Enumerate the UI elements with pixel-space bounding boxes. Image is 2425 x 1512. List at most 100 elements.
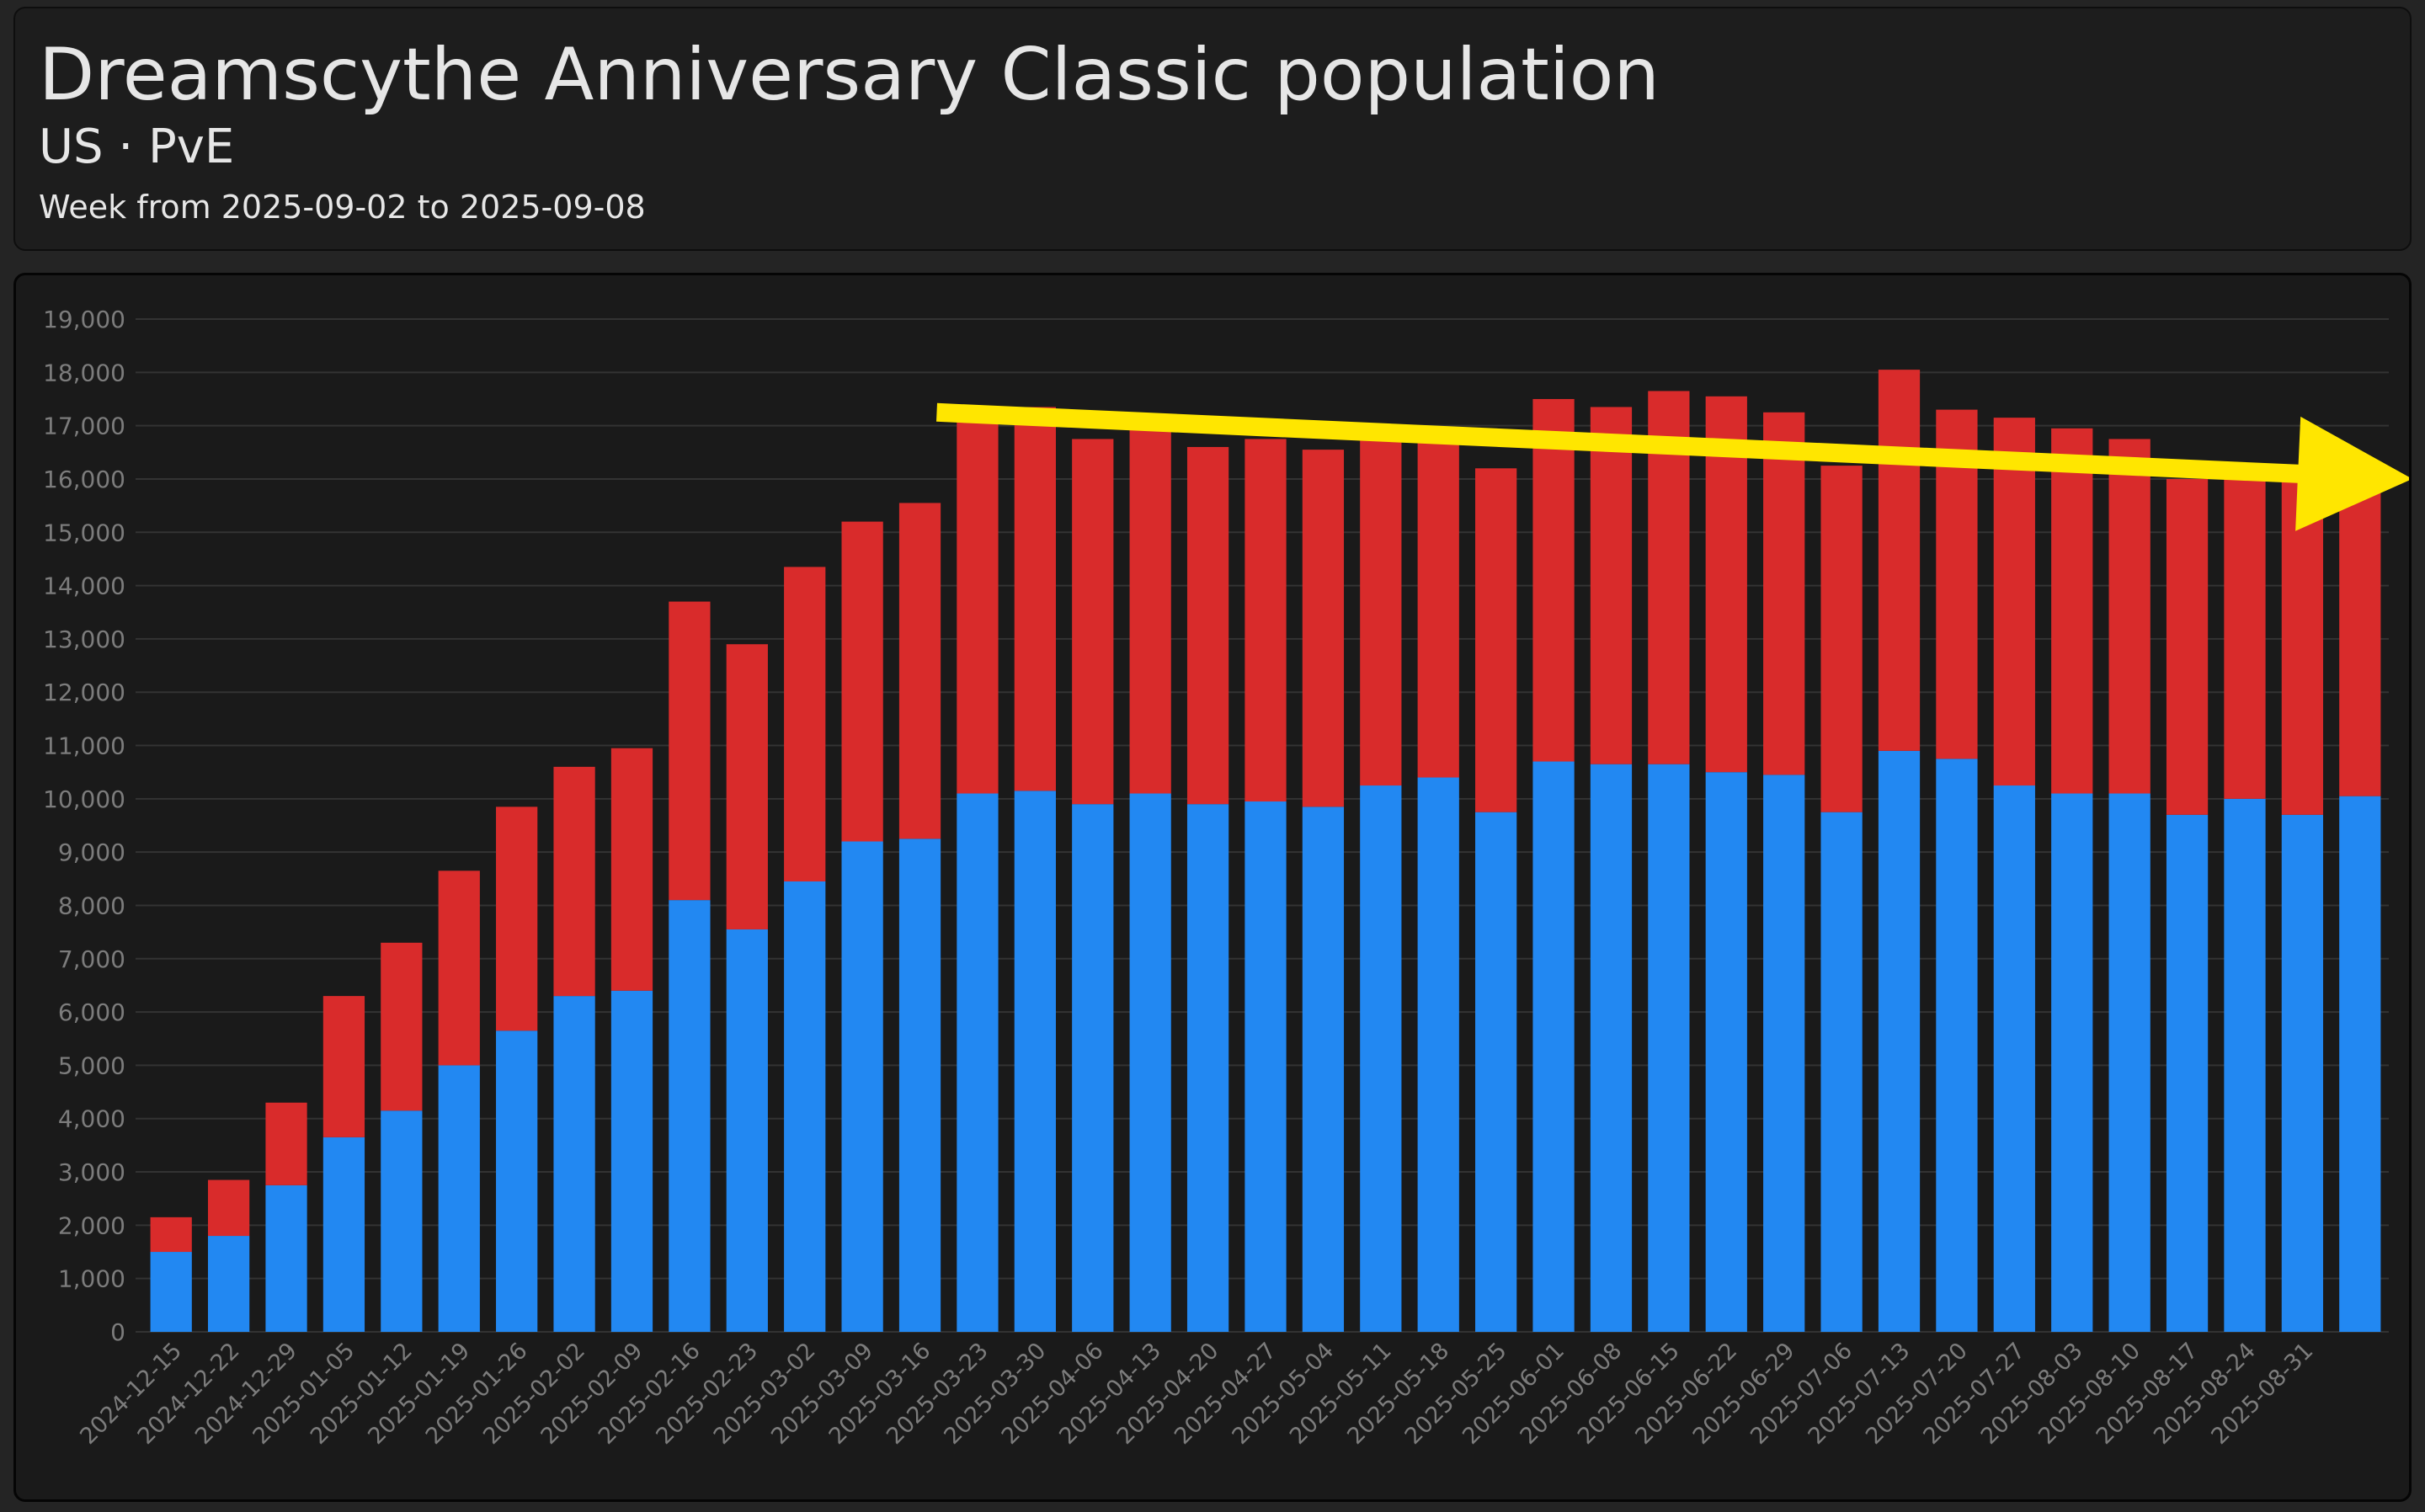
bar-blue-segment xyxy=(898,839,941,1332)
y-tick-label: 3,000 xyxy=(58,1158,125,1186)
bar-blue-segment xyxy=(322,1137,365,1332)
bar-blue-segment xyxy=(150,1252,192,1332)
bar-blue-segment xyxy=(438,1065,480,1332)
bar-red-segment xyxy=(553,766,595,997)
bar-red-segment xyxy=(207,1179,250,1237)
bar-blue-segment xyxy=(2281,814,2324,1332)
bar-red-segment xyxy=(1590,407,1633,764)
bar-red-segment xyxy=(898,503,941,839)
bar-red-segment xyxy=(322,996,365,1137)
bar-red-segment xyxy=(1820,466,1863,812)
bar-blue-segment xyxy=(1360,785,1402,1332)
bar-red-segment xyxy=(1763,412,1805,775)
bar-blue-segment xyxy=(669,900,711,1332)
y-tick-label: 15,000 xyxy=(43,519,125,546)
bar-blue-segment xyxy=(1302,807,1345,1332)
y-tick-label: 6,000 xyxy=(58,998,125,1026)
bar-blue-segment xyxy=(265,1185,307,1332)
y-tick-label: 11,000 xyxy=(43,732,125,760)
header-panel: Dreamscythe Anniversary Classic populati… xyxy=(13,7,2412,251)
bar-red-segment xyxy=(1186,446,1229,805)
bar-blue-segment xyxy=(381,1110,423,1332)
y-tick-label: 13,000 xyxy=(43,626,125,653)
bar-blue-segment xyxy=(1072,804,1114,1332)
y-tick-label: 7,000 xyxy=(58,945,125,973)
bar-blue-segment xyxy=(1244,801,1287,1332)
bar-red-segment xyxy=(496,807,538,1031)
bar-red-segment xyxy=(784,567,826,881)
bar-red-segment xyxy=(610,748,653,991)
y-tick-label: 9,000 xyxy=(58,839,125,866)
y-tick-label: 19,000 xyxy=(43,306,125,333)
bar-blue-segment xyxy=(1648,764,1690,1332)
bar-red-segment xyxy=(1072,439,1114,805)
bar-red-segment xyxy=(1417,434,1459,778)
bar-red-segment xyxy=(2339,476,2381,796)
bar-red-segment xyxy=(957,409,999,794)
bar-red-segment xyxy=(2108,439,2151,794)
bar-blue-segment xyxy=(1590,764,1633,1332)
bar-blue-segment xyxy=(2224,798,2266,1332)
bar-red-segment xyxy=(1244,439,1287,802)
bar-blue-segment xyxy=(1993,785,2035,1332)
bar-red-segment xyxy=(841,521,883,842)
bar-red-segment xyxy=(1475,468,1517,812)
bar-red-segment xyxy=(2051,428,2093,794)
bar-red-segment xyxy=(2281,473,2324,815)
bar-blue-segment xyxy=(2339,796,2381,1332)
bar-red-segment xyxy=(1878,370,1921,751)
y-tick-label: 14,000 xyxy=(43,572,125,600)
bar-blue-segment xyxy=(1129,793,1171,1332)
bar-blue-segment xyxy=(784,881,826,1332)
bar-red-segment xyxy=(669,601,711,901)
y-tick-label: 1,000 xyxy=(58,1265,125,1293)
page-title: Dreamscythe Anniversary Classic populati… xyxy=(39,33,1660,117)
trend-arrow xyxy=(936,402,2409,531)
bar-blue-segment xyxy=(2051,793,2093,1332)
bar-blue-segment xyxy=(610,990,653,1332)
bar-blue-segment xyxy=(2108,793,2151,1332)
bar-blue-segment xyxy=(1878,750,1921,1332)
bar-blue-segment xyxy=(1475,812,1517,1332)
trend-arrow-shape xyxy=(936,402,2409,531)
bar-blue-segment xyxy=(496,1030,538,1332)
bar-blue-segment xyxy=(1936,759,1978,1332)
y-tick-label: 18,000 xyxy=(43,359,125,386)
bar-blue-segment xyxy=(1417,777,1459,1332)
bar-blue-segment xyxy=(841,841,883,1332)
bar-blue-segment xyxy=(1763,775,1805,1332)
bar-red-segment xyxy=(1360,428,1402,786)
y-axis-ticks: 0 1,000 2,000 3,000 4,000 5,000 6,000 7,000 8,00… xyxy=(43,306,125,1346)
bar-red-segment xyxy=(726,644,768,929)
bar-red-segment xyxy=(1014,407,1056,791)
y-tick-label: 0 xyxy=(110,1318,125,1346)
y-tick-label: 2,000 xyxy=(58,1211,125,1239)
bar-red-segment xyxy=(1993,418,2035,786)
y-tick-label: 10,000 xyxy=(43,785,125,813)
bar-blue-segment xyxy=(207,1236,250,1332)
y-tick-label: 16,000 xyxy=(43,466,125,493)
bar-red-segment xyxy=(2224,466,2266,799)
bar-red-segment xyxy=(1705,396,1747,773)
bar-blue-segment xyxy=(1532,761,1575,1332)
bar-blue-segment xyxy=(1014,791,1056,1332)
y-tick-label: 8,000 xyxy=(58,892,125,919)
chart-panel: 0 1,000 2,000 3,000 4,000 5,000 6,000 7,000 8,00… xyxy=(13,273,2412,1502)
bar-red-segment xyxy=(265,1102,307,1185)
y-tick-label: 5,000 xyxy=(58,1051,125,1079)
bar-red-segment xyxy=(150,1217,192,1253)
bar-red-segment xyxy=(1129,420,1171,794)
bar-blue-segment xyxy=(553,996,595,1332)
x-axis-ticks: 2024-12-152024-12-222024-12-292025-01-05… xyxy=(75,1338,2318,1450)
bar-blue-segment xyxy=(957,793,999,1332)
bar-blue-segment xyxy=(1705,772,1747,1332)
bar-blue-segment xyxy=(1186,804,1229,1332)
bar-red-segment xyxy=(1302,450,1345,807)
bar-blue-segment xyxy=(2166,814,2209,1332)
week-range: Week from 2025-09-02 to 2025-09-08 xyxy=(39,189,646,226)
y-tick-label: 4,000 xyxy=(58,1105,125,1133)
region-subtitle: US · PvE xyxy=(39,120,235,174)
y-tick-label: 12,000 xyxy=(43,679,125,706)
population-bar-chart: 0 1,000 2,000 3,000 4,000 5,000 6,000 7,000 8,00… xyxy=(43,306,2409,1450)
bar-blue-segment xyxy=(726,929,768,1332)
